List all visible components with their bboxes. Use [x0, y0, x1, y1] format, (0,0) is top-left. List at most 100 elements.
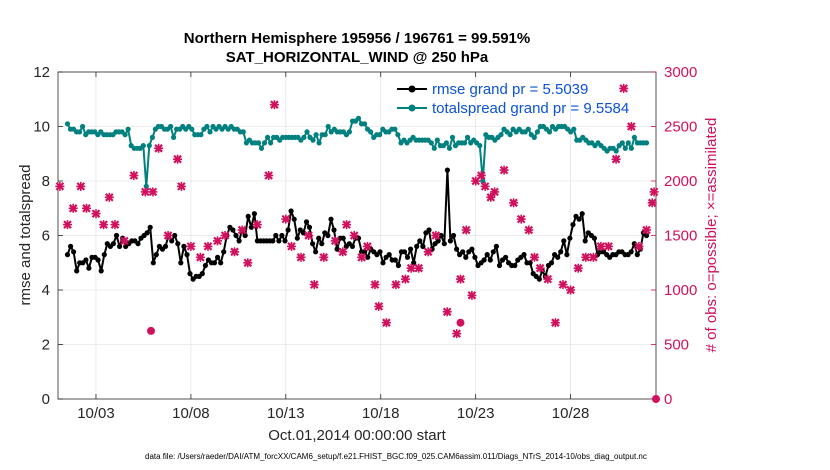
assimilated-obs-marker	[148, 187, 158, 197]
totalspread-point	[258, 145, 265, 151]
rmse-point	[380, 260, 386, 266]
assimilated-obs-marker	[173, 154, 183, 164]
rmse-point	[460, 249, 466, 255]
totalspread-point	[443, 140, 449, 146]
totalspread-point	[546, 129, 553, 135]
rmse-point	[178, 260, 184, 266]
rmse-point	[340, 235, 346, 241]
totalspread-point	[168, 123, 174, 130]
assimilated-obs-marker	[499, 165, 509, 175]
rmse-point	[270, 238, 276, 244]
assimilated-obs-marker	[516, 214, 526, 224]
rmse-point	[365, 254, 371, 260]
assimilated-obs-marker	[626, 122, 636, 131]
rmse-point	[643, 232, 650, 239]
totalspread-point	[625, 140, 631, 146]
rmse-point	[527, 260, 533, 266]
rmse-point	[251, 211, 257, 217]
x-tick-label: 10/23	[457, 405, 495, 422]
assimilated-obs-marker	[230, 247, 240, 257]
rmse-point	[435, 238, 441, 244]
totalspread-point	[64, 121, 71, 127]
possible-obs-marker	[147, 326, 155, 335]
rmse-point	[377, 249, 383, 255]
rmse-point	[306, 224, 313, 230]
totalspread-point	[316, 140, 322, 146]
assimilated-obs-marker	[55, 181, 65, 191]
y2-tick-label: 2000	[664, 173, 697, 190]
rmse-point	[469, 246, 475, 252]
rmse-point	[463, 254, 469, 260]
legend-spread-label: totalspread grand pr = 9.5584	[432, 100, 629, 117]
rmse-point	[493, 243, 499, 249]
rmse-point	[481, 257, 487, 263]
chart-title: Northern Hemisphere 195956 / 196761 = 99…	[184, 30, 530, 47]
assimilated-obs-marker	[619, 83, 629, 93]
rmse-point	[487, 257, 493, 263]
rmse-point	[579, 211, 585, 217]
assimilated-obs-marker	[129, 171, 139, 180]
rmse-point	[561, 238, 567, 244]
rmse-point	[184, 252, 190, 258]
rmse-point	[536, 276, 542, 282]
rmse-point	[248, 224, 254, 230]
y2-axis-label: # of obs: o=possible; ×=assimilated	[703, 118, 720, 353]
totalspread-point	[362, 121, 368, 127]
assimilated-obs-marker	[296, 252, 306, 262]
rmse-point	[288, 208, 294, 214]
rmse-point	[555, 254, 561, 260]
totalspread-point	[265, 134, 271, 140]
assimilated-obs-marker	[431, 231, 441, 240]
totalspread-point	[261, 140, 268, 146]
rmse-point	[316, 235, 322, 241]
rmse-point	[68, 243, 74, 249]
assimilated-obs-marker	[456, 274, 465, 284]
assimilated-obs-marker	[530, 252, 539, 262]
rmse-point	[71, 249, 77, 255]
rmse-point	[567, 235, 573, 241]
totalspread-point	[465, 134, 471, 140]
y2-tick-label: 3000	[664, 64, 697, 81]
rmse-point	[153, 252, 159, 258]
assimilated-obs-marker	[304, 231, 314, 240]
rmse-point	[634, 252, 640, 258]
rmse-point	[64, 252, 71, 258]
assimilated-obs-marker	[154, 143, 164, 153]
x-axis-label: Oct.01,2014 00:00:00 start	[268, 427, 446, 444]
y-tick-label: 10	[33, 119, 50, 136]
rmse-point	[310, 241, 316, 247]
totalspread-point	[255, 140, 262, 146]
assimilated-obs-marker	[490, 187, 500, 197]
totalspread-point	[313, 132, 319, 138]
rmse-point	[411, 260, 417, 266]
rmse-point	[273, 232, 279, 239]
assimilated-obs-marker	[99, 220, 109, 230]
rmse-point	[98, 268, 104, 274]
rmse-point	[349, 243, 355, 249]
assimilated-obs-marker	[452, 329, 462, 339]
y-axis-label: rmse and totalspread	[17, 165, 34, 306]
x-tick-label: 10/28	[552, 405, 590, 422]
rmse-point	[245, 213, 251, 219]
rmse-point	[426, 227, 432, 233]
rmse-point	[150, 260, 156, 266]
totalspread-point	[613, 148, 619, 154]
assimilated-obs-marker	[82, 203, 91, 213]
rmse-point	[144, 230, 150, 236]
assimilated-obs-marker	[442, 307, 452, 317]
totalspread-point	[198, 132, 204, 138]
rmse-point	[236, 238, 242, 244]
rmse-point	[101, 252, 107, 258]
y-axis-right: 0 500 1000 1500 2000 2500 3000	[651, 64, 697, 408]
rmse-point	[175, 241, 181, 247]
totalspread-point	[628, 145, 635, 151]
rmse-point	[313, 249, 319, 255]
assimilated-obs-marker	[391, 280, 401, 290]
y2-tick-label: 1000	[664, 282, 697, 299]
rmse-point	[512, 262, 518, 269]
totalspread-point	[643, 140, 650, 146]
totalspread-point	[462, 140, 468, 146]
rmse-point	[582, 238, 588, 244]
assimilated-obs-marker	[68, 203, 78, 213]
